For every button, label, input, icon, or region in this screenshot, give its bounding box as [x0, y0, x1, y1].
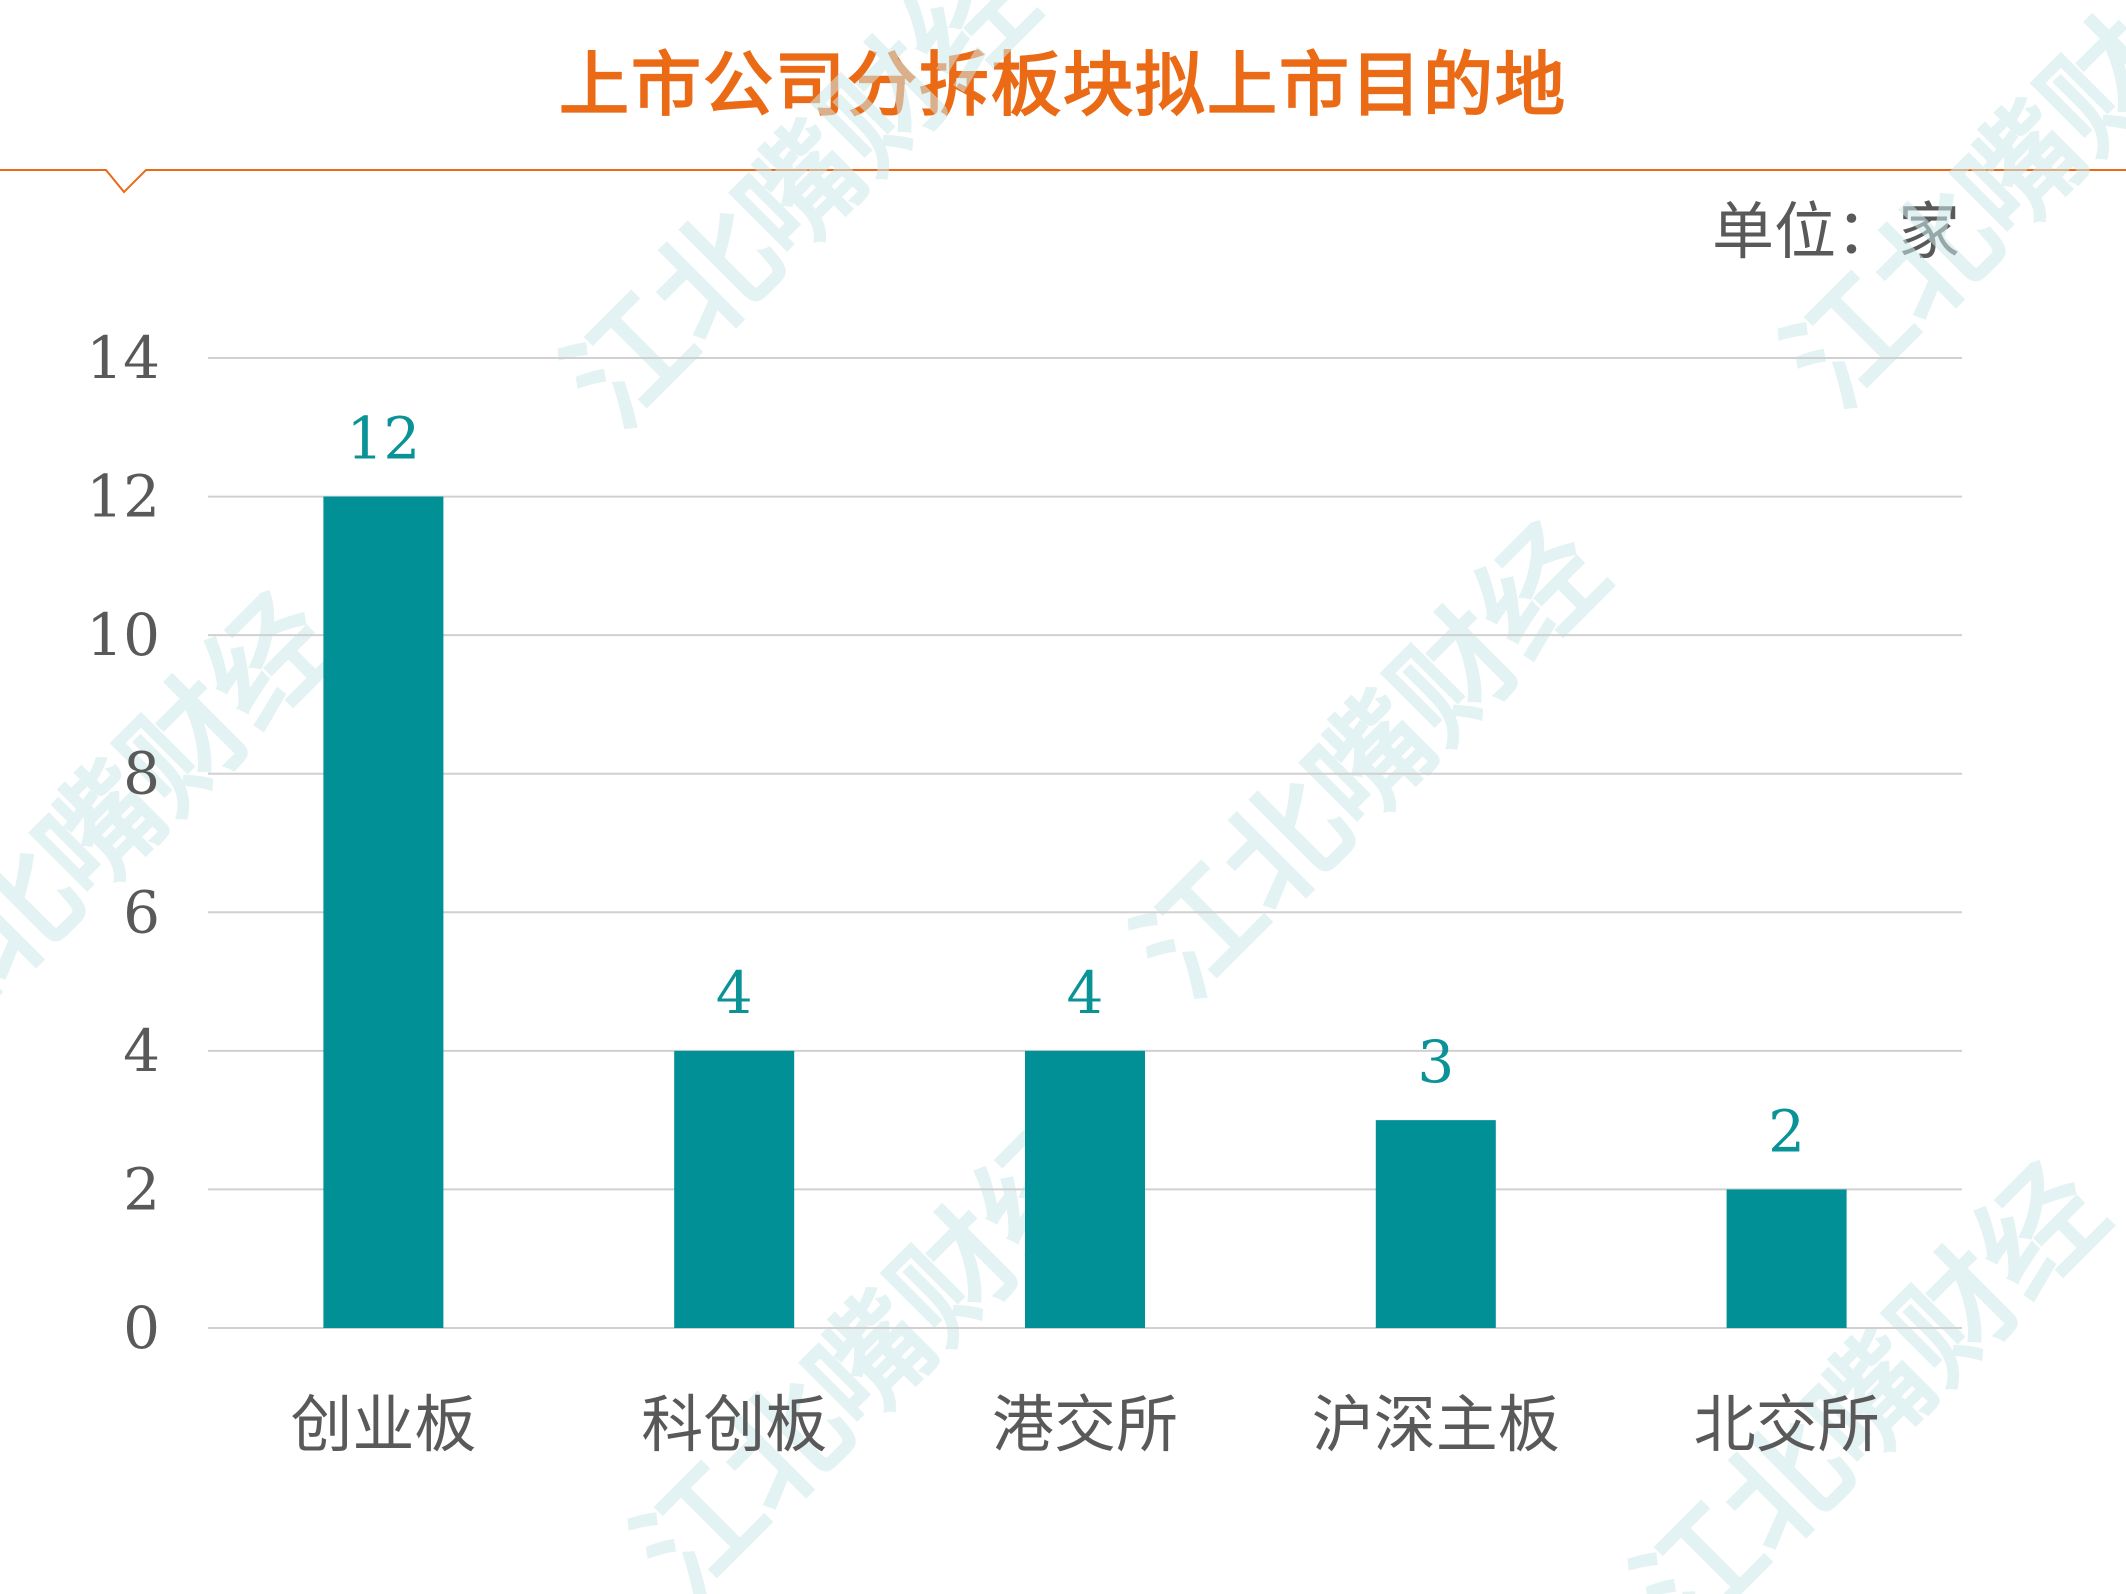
x-tick-label-4: 北交所 — [1694, 1388, 1880, 1461]
data-label-1: 4 — [716, 959, 753, 1027]
y-tick-label: 8 — [123, 740, 160, 808]
data-label-2: 4 — [1067, 959, 1104, 1027]
watermark-text-0: 江北嘴财经 — [540, 0, 1063, 453]
header-divider — [0, 169, 2126, 194]
data-label-4: 2 — [1768, 1097, 1805, 1165]
watermark-text-1: 江北嘴财经 — [1110, 500, 1633, 1023]
x-axis-ticks: 创业板 科创板 港交所 沪深主板 北交所 — [290, 1388, 1879, 1461]
y-tick-label: 2 — [123, 1155, 160, 1223]
bar-2 — [1025, 1050, 1145, 1328]
y-tick-label: 6 — [123, 878, 160, 946]
data-label-0: 12 — [346, 405, 420, 473]
unit-label: 单位：家 — [1711, 195, 1960, 268]
data-labels: 12 4 4 3 2 — [346, 405, 1805, 1166]
watermark-text-2: 江北嘴财经 — [0, 570, 363, 1093]
x-tick-label-0: 创业板 — [290, 1388, 476, 1461]
y-tick-label: 12 — [86, 463, 160, 531]
chart-title: 上市公司分拆板块拟上市目的地 — [559, 44, 1567, 126]
data-label-3: 3 — [1417, 1028, 1454, 1096]
x-tick-label-1: 科创板 — [641, 1388, 827, 1461]
bars — [323, 496, 1847, 1329]
y-tick-label: 10 — [86, 601, 160, 669]
watermark-text-5: 江北嘴财经 — [1760, 0, 2126, 433]
bar-3 — [1375, 1120, 1496, 1328]
watermark-text-4: 江北嘴财经 — [1610, 1140, 2126, 1594]
bar-4 — [1726, 1189, 1847, 1328]
y-tick-label: 0 — [123, 1294, 160, 1362]
y-tick-label: 14 — [86, 324, 160, 392]
bar-1 — [674, 1050, 795, 1328]
x-tick-label-3: 沪深主板 — [1312, 1388, 1560, 1461]
gridlines — [208, 357, 1962, 1329]
bar-0 — [323, 496, 444, 1329]
y-axis-ticks: 0 2 4 6 8 10 12 14 — [86, 324, 160, 1362]
y-tick-label: 4 — [123, 1017, 160, 1085]
x-tick-label-2: 港交所 — [992, 1388, 1178, 1461]
